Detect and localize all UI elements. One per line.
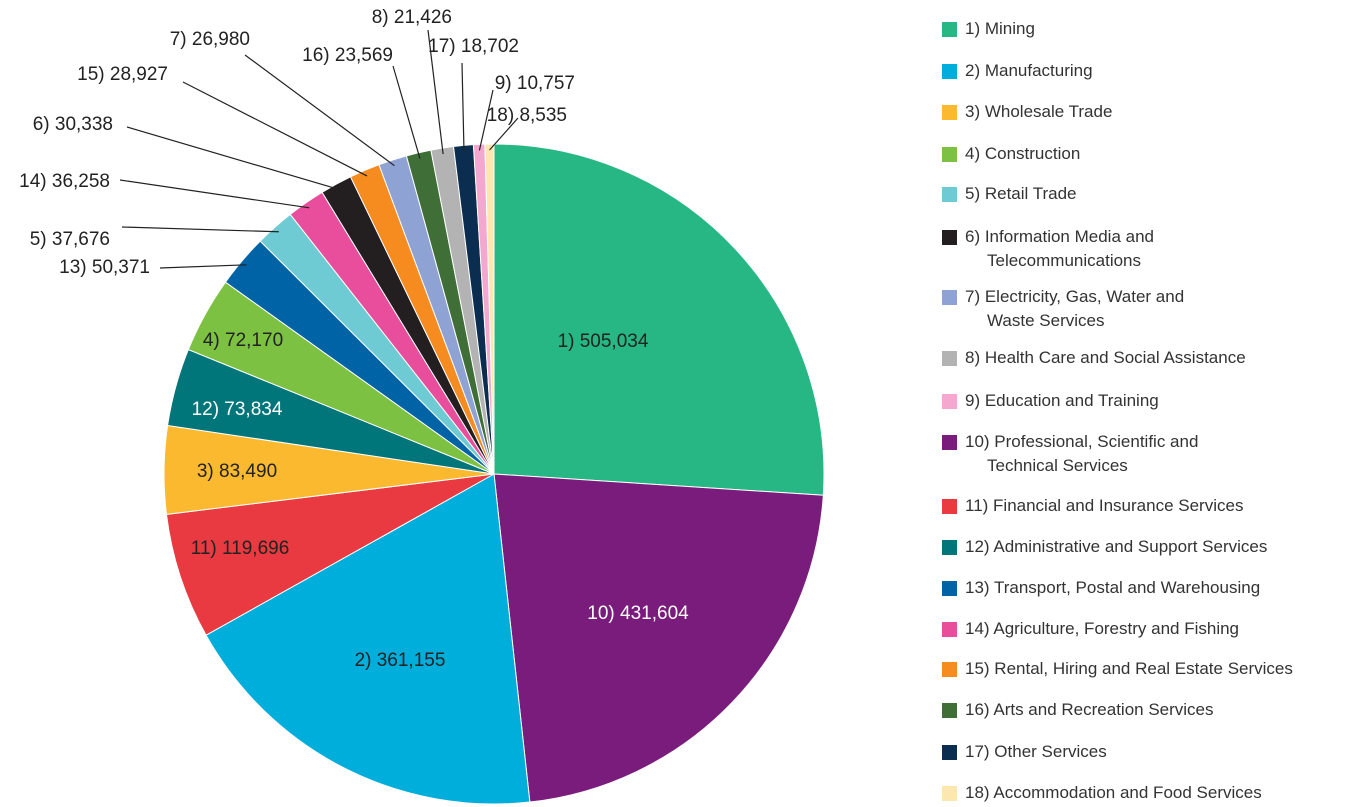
- legend-item: 4) Construction: [942, 144, 1081, 166]
- pie-slice: [205, 473, 531, 805]
- legend-label: 1) Mining: [965, 19, 1035, 38]
- legend-swatch: [942, 540, 957, 555]
- legend-item: 5) Retail Trade: [942, 184, 1077, 206]
- legend-label: 15) Rental, Hiring and Real Estate Servi…: [965, 659, 1293, 678]
- data-label: 16) 23,569: [302, 45, 393, 66]
- legend-item: 11) Financial and Insurance Services: [942, 496, 1244, 518]
- legend-label: 11) Financial and Insurance Services: [965, 496, 1244, 515]
- leader-line: [182, 81, 368, 177]
- data-label: 18) 8,535: [487, 105, 567, 126]
- legend-item: 13) Transport, Postal and Warehousing: [942, 578, 1261, 600]
- legend-item: 10) Professional, Scientific and Technic…: [942, 432, 1199, 478]
- legend-swatch: [942, 622, 957, 637]
- leader-line: [461, 62, 465, 152]
- legend-item: 9) Education and Training: [942, 391, 1159, 413]
- data-label: 12) 73,834: [192, 399, 283, 420]
- legend-swatch: [942, 351, 957, 366]
- legend-item: 6) Information Media and Telecommunicati…: [942, 227, 1154, 273]
- legend-swatch: [942, 64, 957, 79]
- data-label: 7) 26,980: [170, 29, 250, 50]
- legend-swatch: [942, 581, 957, 596]
- legend-label: 10) Professional, Scientific and Technic…: [965, 432, 1199, 475]
- pie-slice: [493, 473, 824, 803]
- legend-label: 5) Retail Trade: [965, 184, 1077, 203]
- legend-swatch: [942, 22, 957, 37]
- legend-item: 1) Mining: [942, 19, 1035, 41]
- legend-label: 12) Administrative and Support Services: [965, 537, 1268, 556]
- pie-slice: [493, 143, 825, 496]
- legend-label: 18) Accommodation and Food Services: [965, 783, 1262, 802]
- legend-label: 16) Arts and Recreation Services: [965, 700, 1214, 719]
- legend-item: 17) Other Services: [942, 742, 1107, 764]
- legend-item: 14) Agriculture, Forestry and Fishing: [942, 619, 1240, 641]
- legend-swatch: [942, 662, 957, 677]
- data-label: 14) 36,258: [19, 171, 110, 192]
- legend-item: 12) Administrative and Support Services: [942, 537, 1268, 559]
- legend-label: 8) Health Care and Social Assistance: [965, 348, 1246, 367]
- pie-slice: [484, 143, 495, 475]
- leader-line: [121, 226, 279, 233]
- data-label: 1) 505,034: [558, 331, 649, 352]
- chart: 1) 505,034 10) 431,604 2) 361,155 11) 119,6…: [19, 7, 825, 805]
- legend-label: 9) Education and Training: [965, 391, 1159, 410]
- leader-line: [126, 126, 340, 191]
- leader-line: [244, 54, 395, 167]
- legend-item: 3) Wholesale Trade: [942, 102, 1113, 124]
- legend-label: 6) Information Media and Telecommunicati…: [965, 227, 1154, 270]
- legend-item: 8) Health Care and Social Assistance: [942, 348, 1246, 370]
- legend-swatch: [942, 105, 957, 120]
- legend-item: 7) Electricity, Gas, Water and Waste Ser…: [942, 287, 1185, 333]
- legend-label: 2) Manufacturing: [965, 61, 1093, 80]
- data-label: 9) 10,757: [495, 73, 575, 94]
- leader-line: [478, 89, 494, 151]
- leader-line: [489, 117, 519, 151]
- legend-item: 15) Rental, Hiring and Real Estate Servi…: [942, 659, 1293, 681]
- data-label: 4) 72,170: [203, 330, 283, 351]
- legend-swatch: [942, 745, 957, 760]
- leader-line: [427, 29, 444, 155]
- pie-slice: [165, 473, 495, 636]
- data-label: 6) 30,338: [33, 114, 113, 135]
- leader-line: [159, 264, 247, 269]
- data-label: 8) 21,426: [372, 7, 452, 28]
- data-label: 11) 119,696: [191, 538, 290, 559]
- legend-label: 3) Wholesale Trade: [965, 102, 1113, 121]
- data-label: 15) 28,927: [77, 64, 168, 85]
- legend-swatch: [942, 147, 957, 162]
- legend-swatch: [942, 394, 957, 409]
- legend-item: 2) Manufacturing: [942, 61, 1093, 83]
- data-label: 5) 37,676: [30, 229, 110, 250]
- leader-line: [392, 65, 421, 159]
- leader-line: [119, 179, 310, 209]
- legend-label: 4) Construction: [965, 144, 1081, 163]
- legend-item: 18) Accommodation and Food Services: [942, 783, 1262, 805]
- legend-swatch: [942, 435, 957, 450]
- legend-label: 13) Transport, Postal and Warehousing: [965, 578, 1261, 597]
- legend-swatch: [942, 230, 957, 245]
- legend-swatch: [942, 786, 957, 801]
- legend-swatch: [942, 290, 957, 305]
- legend-label: 14) Agriculture, Forestry and Fishing: [965, 619, 1240, 638]
- legend-label: 7) Electricity, Gas, Water and Waste Ser…: [965, 287, 1185, 330]
- legend-label: 17) Other Services: [965, 742, 1107, 761]
- data-label: 17) 18,702: [428, 36, 519, 57]
- data-label: 2) 361,155: [355, 650, 446, 671]
- data-label: 3) 83,490: [197, 461, 277, 482]
- data-label: 13) 50,371: [59, 257, 150, 278]
- legend-swatch: [942, 703, 957, 718]
- legend-swatch: [942, 187, 957, 202]
- legend-item: 16) Arts and Recreation Services: [942, 700, 1214, 722]
- legend-swatch: [942, 499, 957, 514]
- data-label: 10) 431,604: [587, 603, 689, 624]
